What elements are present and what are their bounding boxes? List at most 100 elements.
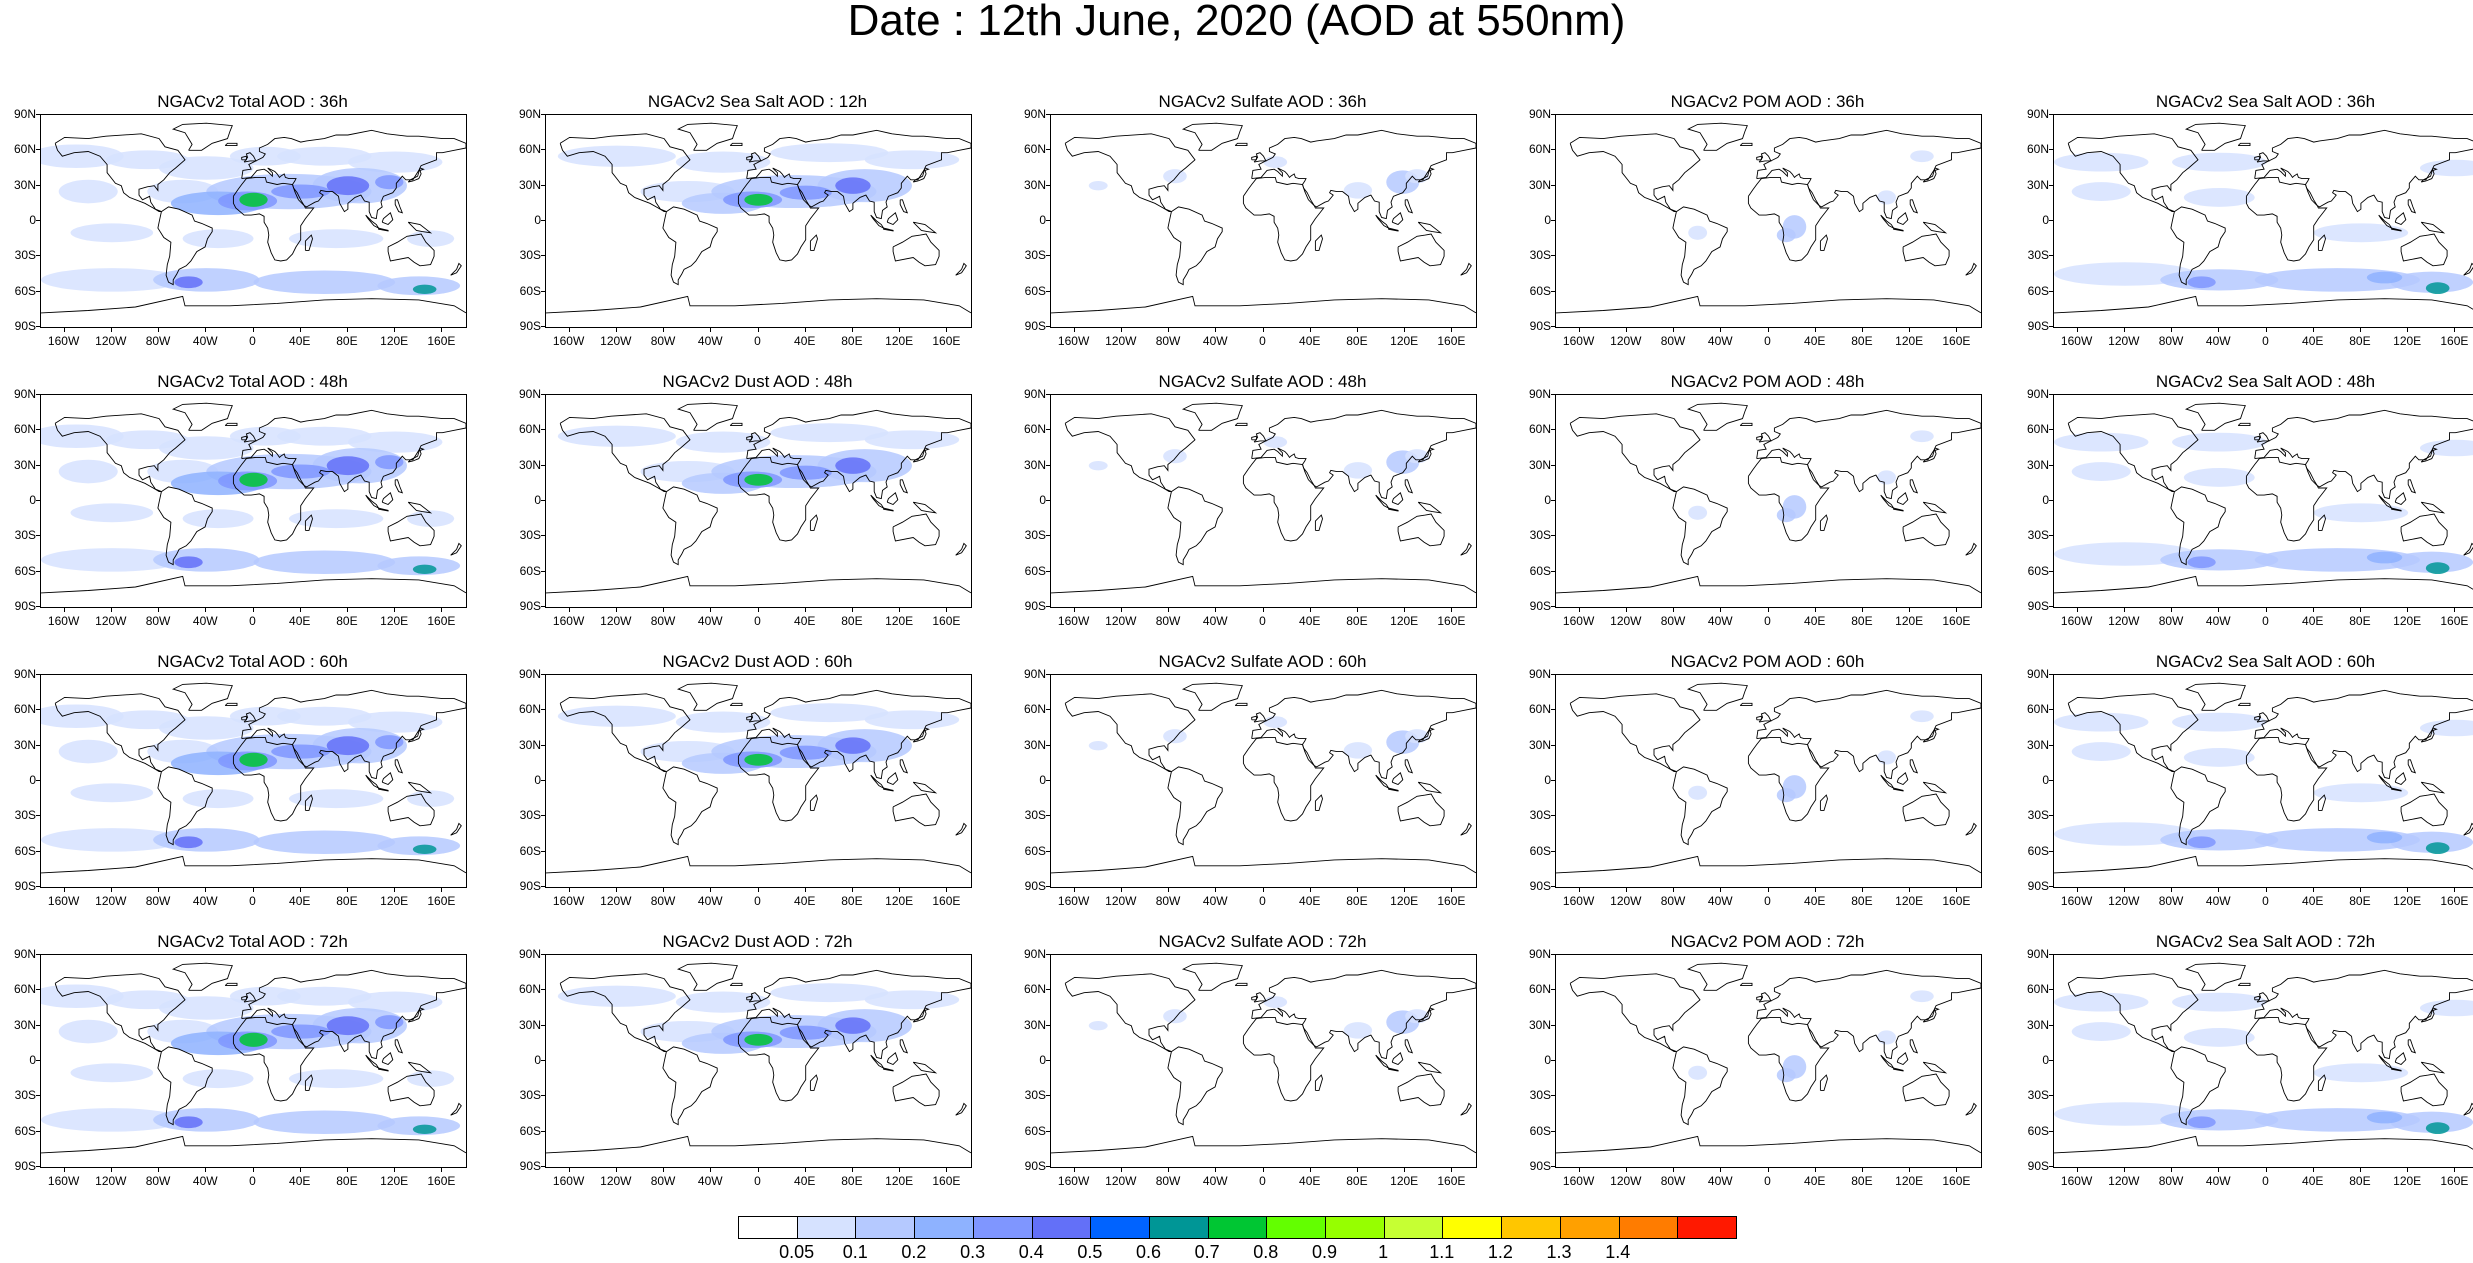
latitude-tick bbox=[36, 850, 41, 852]
longitude-tick bbox=[441, 1167, 443, 1172]
coastline bbox=[676, 402, 738, 431]
map-plot-area bbox=[545, 674, 972, 888]
aod-field bbox=[41, 704, 124, 728]
longitude-tick-label: 120W bbox=[2108, 614, 2140, 628]
map-plot-area bbox=[2053, 954, 2473, 1168]
coastline bbox=[407, 781, 433, 794]
aod-field bbox=[2054, 152, 2149, 172]
latitude-tick bbox=[1046, 570, 1051, 572]
latitude-tick bbox=[541, 850, 546, 852]
coastline bbox=[171, 682, 233, 711]
coastline bbox=[394, 199, 404, 214]
coastline bbox=[1314, 234, 1323, 251]
latitude-tick bbox=[36, 780, 41, 781]
longitude-tick-label: 160W bbox=[47, 1174, 80, 1188]
aod-field bbox=[2054, 432, 2149, 452]
aod-field bbox=[835, 737, 871, 754]
aod-field bbox=[1163, 729, 1187, 744]
latitude-tick bbox=[1551, 184, 1556, 186]
longitude-tick bbox=[205, 327, 207, 332]
longitude-tick-label: 160W bbox=[1562, 614, 1595, 628]
longitude-tick-label: 80W bbox=[2158, 1174, 2184, 1188]
longitude-tick bbox=[710, 607, 712, 612]
latitude-tick bbox=[1046, 394, 1051, 395]
aod-field bbox=[1776, 1068, 1796, 1083]
latitude-tick-label: 30S bbox=[1529, 1088, 1551, 1103]
world-map bbox=[1051, 122, 1476, 314]
map-plot-area bbox=[1555, 954, 1982, 1168]
longitude-tick bbox=[394, 887, 396, 892]
latitude-tick bbox=[36, 326, 41, 327]
coastline bbox=[1051, 855, 1476, 874]
longitude-tick-label: 80W bbox=[145, 894, 171, 908]
longitude-tick-label: 80W bbox=[650, 614, 676, 628]
coastline bbox=[1417, 1061, 1443, 1074]
aod-field bbox=[1163, 1009, 1187, 1024]
coastline bbox=[1909, 1039, 1919, 1054]
latitude-tick bbox=[1046, 606, 1051, 607]
coastline bbox=[1756, 129, 1981, 220]
world-map bbox=[546, 962, 971, 1154]
aod-field bbox=[375, 735, 404, 750]
longitude-tick-label: 160W bbox=[47, 614, 80, 628]
latitude-tick-label: 60S bbox=[519, 1123, 541, 1138]
map-plot-area bbox=[1050, 394, 1477, 608]
coastline bbox=[1397, 1073, 1445, 1107]
longitude-tick-label: 80E bbox=[1346, 614, 1368, 628]
aod-field bbox=[2183, 468, 2255, 487]
latitude-tick bbox=[36, 255, 41, 257]
longitude-tick bbox=[2076, 887, 2078, 892]
aod-field bbox=[1688, 1065, 1708, 1080]
aod-field bbox=[58, 1019, 118, 1044]
longitude-tick-label: 160W bbox=[552, 614, 585, 628]
longitude-tick-label: 160E bbox=[2440, 894, 2469, 908]
latitude-tick bbox=[541, 570, 546, 572]
longitude-tick-label: 80E bbox=[841, 1174, 863, 1188]
aod-field bbox=[779, 465, 832, 480]
coastline bbox=[2245, 736, 2328, 822]
coastline bbox=[1756, 155, 1762, 161]
longitude-tick-label: 0 bbox=[1259, 334, 1266, 348]
latitude-tick-label: 90N bbox=[13, 667, 36, 681]
coastline bbox=[1181, 122, 1243, 151]
longitude-tick bbox=[946, 327, 948, 332]
latitude-tick bbox=[541, 535, 546, 537]
coastline bbox=[1819, 1074, 1828, 1091]
coastline bbox=[378, 787, 389, 792]
coastline bbox=[2420, 727, 2438, 743]
latitude-tick-label: 90S bbox=[1529, 1159, 1551, 1173]
aod-field bbox=[288, 509, 384, 529]
coastline bbox=[2420, 447, 2438, 463]
coastline bbox=[1460, 822, 1472, 836]
coastline bbox=[1251, 435, 1257, 441]
coastline bbox=[1181, 682, 1243, 711]
latitude-tick-label: 0 bbox=[534, 213, 541, 227]
latitude-tick bbox=[2049, 500, 2054, 501]
coastline bbox=[1417, 447, 1435, 463]
coastline bbox=[1758, 712, 1772, 723]
coastline bbox=[899, 759, 909, 774]
coastline bbox=[883, 787, 894, 792]
aod-field bbox=[2172, 152, 2267, 172]
map-panel: NGACv2 POM AOD : 60h 90N 60N 30N 0 30S 60S 90S 1… bbox=[1515, 652, 1982, 914]
longitude-tick bbox=[1720, 607, 1722, 612]
latitude-tick-label: 0 bbox=[1039, 493, 1046, 507]
coastline bbox=[171, 962, 233, 991]
aod-field bbox=[1910, 990, 1934, 1003]
coastline bbox=[2254, 409, 2473, 500]
map-panel: NGACv2 Sea Salt AOD : 36h 90N 60N 30N 0 30S 60… bbox=[2013, 92, 2473, 354]
latitude-tick bbox=[36, 1024, 41, 1026]
latitude-tick bbox=[541, 220, 546, 221]
coastline bbox=[809, 794, 818, 811]
coastline bbox=[2400, 233, 2448, 267]
longitude-tick bbox=[2076, 607, 2078, 612]
longitude-tick bbox=[158, 607, 160, 612]
longitude-tick-label: 0 bbox=[249, 1174, 256, 1188]
coastline bbox=[241, 155, 247, 161]
coastline bbox=[1242, 1016, 1325, 1102]
longitude-tick bbox=[1909, 607, 1911, 612]
coastline bbox=[1051, 1135, 1476, 1154]
coastline bbox=[746, 129, 971, 220]
longitude-tick-label: 120W bbox=[1105, 614, 1137, 628]
latitude-tick bbox=[1551, 744, 1556, 746]
